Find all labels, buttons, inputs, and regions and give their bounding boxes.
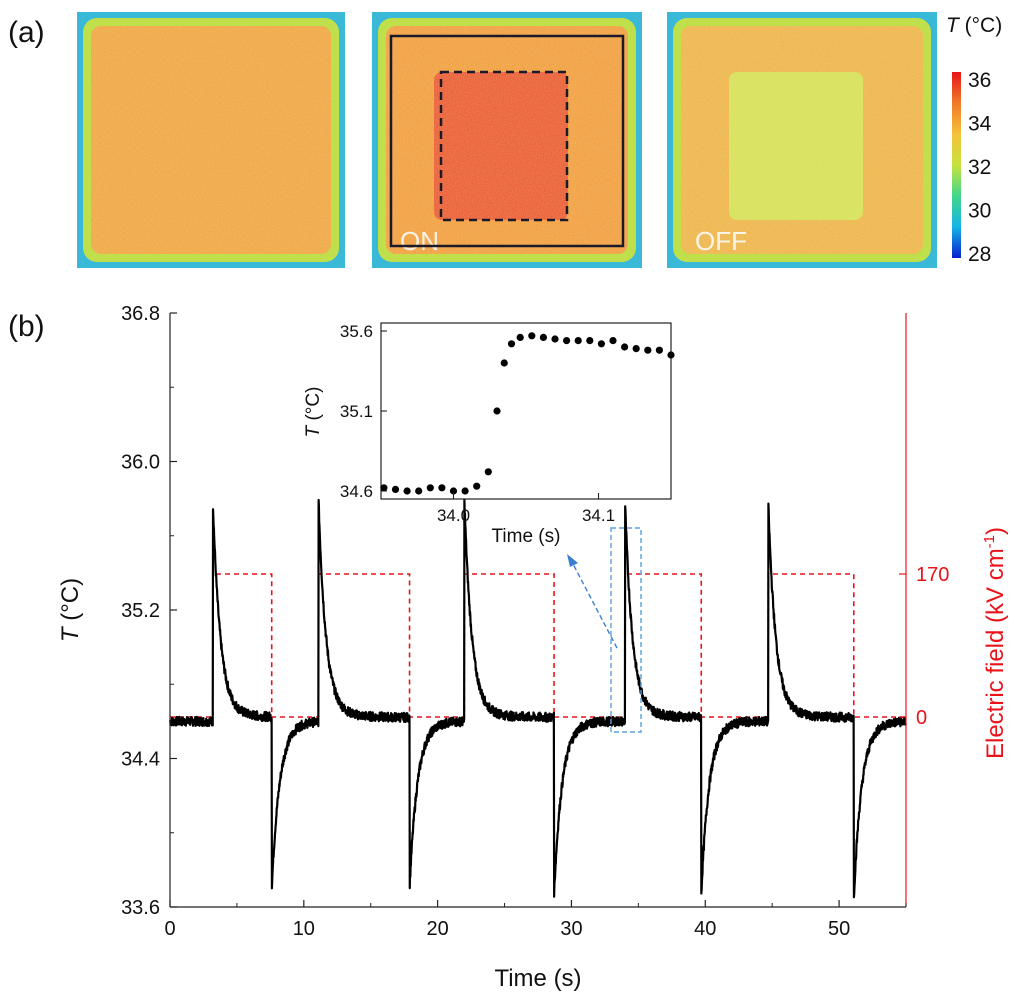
thermal-image-noise bbox=[91, 26, 331, 254]
inset-point bbox=[574, 337, 582, 345]
inset-point bbox=[609, 337, 617, 345]
y2-axis-title: Electric field (kV cm-1) bbox=[981, 527, 1009, 759]
inset-point bbox=[380, 484, 388, 492]
electrode-outline bbox=[389, 34, 625, 248]
inset-point bbox=[449, 487, 458, 495]
temperature-chart: 33.6 34.4 35.2 36.0 36.8 0 170 0 10 20 30 40 50 T … bbox=[57, 303, 1009, 992]
panel-a-label: (a) bbox=[8, 16, 45, 49]
inset-y-tick-label: 35.6 bbox=[340, 322, 373, 341]
inset-y-tick-label: 35.1 bbox=[340, 402, 373, 421]
thermal-image-3: OFF bbox=[667, 12, 937, 268]
inset-point bbox=[563, 337, 571, 345]
inset-point bbox=[516, 333, 524, 341]
highlight-arrow-head bbox=[567, 554, 578, 567]
thermal-image-label: ON bbox=[400, 226, 439, 256]
y-tick-label: 33.6 bbox=[121, 897, 160, 919]
inset-point bbox=[621, 343, 629, 351]
colorbar-title: T (°C) bbox=[946, 14, 1002, 37]
inset-x-tick-label: 34.0 bbox=[437, 506, 470, 525]
x-tick-label: 30 bbox=[560, 918, 582, 940]
inset-point bbox=[500, 359, 508, 367]
inset-frame bbox=[380, 322, 672, 500]
inset-point bbox=[644, 346, 652, 354]
thermal-images: ON OFF bbox=[77, 12, 937, 268]
colorbar-tick-label: 28 bbox=[968, 243, 991, 266]
x-tick-label: 20 bbox=[427, 918, 449, 940]
thermal-image-noise bbox=[681, 26, 923, 254]
y-tick-label: 36.0 bbox=[121, 452, 160, 474]
inset-chart: 34.0 34.1 34.6 35.1 35.6 Time (s) T (°C) bbox=[303, 322, 675, 547]
x-tick-label: 0 bbox=[164, 918, 175, 940]
inset-point bbox=[438, 484, 446, 492]
inset-point bbox=[632, 345, 640, 353]
inset-point bbox=[473, 482, 481, 490]
colorbar: T (°C) 36 34 32 30 28 bbox=[946, 14, 1002, 266]
y-axis-title: T (°C) bbox=[57, 578, 84, 642]
colorbar-tick-label: 36 bbox=[968, 69, 991, 92]
colorbar-tick-label: 34 bbox=[968, 113, 992, 136]
inset-point bbox=[586, 337, 594, 345]
inset-point bbox=[551, 335, 559, 343]
inset-point bbox=[539, 333, 548, 341]
x-tick-label: 50 bbox=[828, 918, 850, 940]
inset-point bbox=[403, 487, 411, 495]
inset-point bbox=[391, 485, 400, 493]
thermal-image-label: OFF bbox=[695, 226, 747, 256]
inset-y-title: T (°C) bbox=[303, 387, 324, 438]
inset-point bbox=[426, 484, 434, 492]
colorbar-tick-label: 32 bbox=[968, 156, 991, 179]
inset-point bbox=[655, 346, 664, 354]
colorbar-gradient bbox=[952, 72, 961, 258]
inset-point bbox=[415, 487, 423, 495]
y2-tick-label: 0 bbox=[916, 707, 927, 729]
x-tick-label: 40 bbox=[694, 918, 716, 940]
y-tick-label: 36.8 bbox=[121, 303, 160, 325]
inset-point bbox=[461, 487, 469, 495]
thermal-image-2: ON bbox=[372, 12, 642, 268]
panel-b-label: (b) bbox=[8, 310, 45, 343]
inset-point bbox=[507, 340, 516, 348]
y-tick-label: 35.2 bbox=[121, 600, 160, 622]
y-tick-label: 34.4 bbox=[121, 749, 160, 771]
inset-point bbox=[484, 468, 492, 476]
inset-point bbox=[493, 407, 501, 415]
x-tick-label: 10 bbox=[293, 918, 315, 940]
colorbar-tick-label: 30 bbox=[968, 200, 991, 223]
inset-point bbox=[528, 332, 536, 340]
active-region-outline bbox=[439, 70, 569, 222]
inset-x-title: Time (s) bbox=[492, 526, 561, 547]
highlight-arrow bbox=[571, 561, 618, 649]
inset-y-tick-label: 34.6 bbox=[340, 482, 373, 501]
inset-point bbox=[667, 351, 675, 359]
x-axis-title: Time (s) bbox=[494, 965, 581, 992]
highlight-box bbox=[610, 527, 642, 733]
thermal-image-noise bbox=[386, 26, 628, 254]
inset-point bbox=[597, 340, 606, 348]
inset-x-tick-label: 34.1 bbox=[582, 506, 615, 525]
electric-field-line bbox=[170, 573, 906, 718]
y2-tick-label: 170 bbox=[916, 564, 949, 586]
thermal-image-1 bbox=[77, 12, 345, 268]
temperature-line bbox=[168, 496, 907, 899]
